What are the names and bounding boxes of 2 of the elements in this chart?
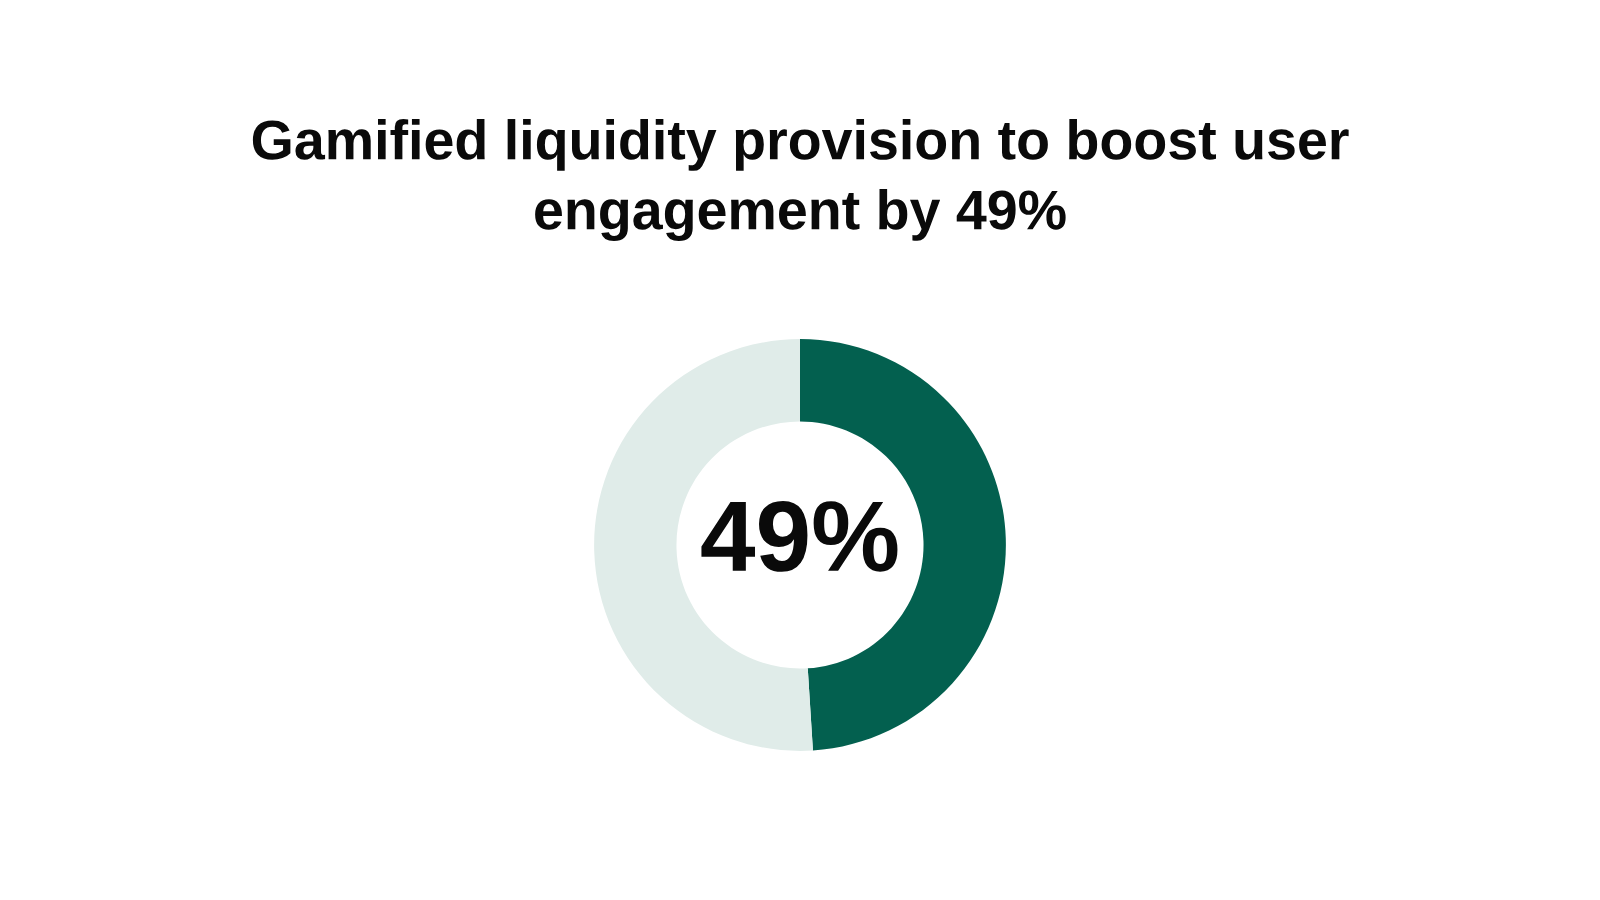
data-label: 49% <box>701 501 898 572</box>
chart-title: Gamified liquidity provision to boost user engagement by 49% <box>252 119 1349 241</box>
